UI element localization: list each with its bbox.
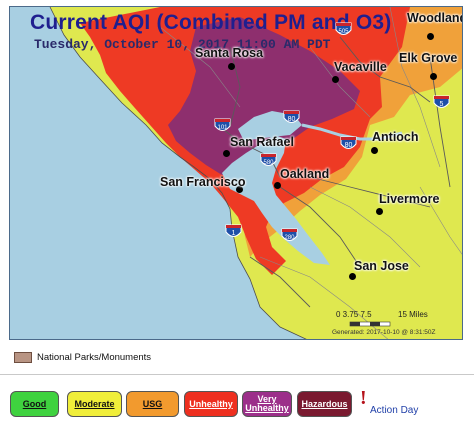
scale-ticks: 0 3.75 7.5	[336, 310, 372, 319]
aqi-legend-label: Moderate	[74, 398, 115, 409]
city-label-oakland: Oakland	[280, 167, 330, 181]
city-dot-livermore	[376, 208, 383, 215]
highway-label: 80	[288, 116, 296, 123]
city-dot-elk-grove	[430, 73, 437, 80]
highway-label: 5	[440, 101, 444, 108]
parks-legend: National Parks/Monuments	[14, 352, 151, 363]
interstate-80-east-icon: 80	[340, 136, 357, 149]
city-dot-woodland	[427, 33, 434, 40]
zone-very-unhealthy	[168, 17, 360, 175]
highway-label: 505	[338, 29, 349, 35]
city-label-san-rafael: San Rafael	[230, 135, 294, 149]
highway-label: 580	[263, 160, 274, 166]
divider	[0, 374, 474, 375]
aqi-legend-label: Good	[22, 398, 47, 409]
city-dot-antioch	[371, 147, 378, 154]
scale-bar	[349, 321, 391, 327]
scale-unit: 15 Miles	[398, 310, 428, 319]
interstate-5-icon: 5	[433, 95, 450, 108]
us-101-icon: 101	[214, 118, 231, 131]
action-day-link[interactable]: Action Day	[370, 405, 419, 416]
highway-label: 80	[345, 142, 353, 149]
map-subtitle: Tuesday, October 10, 2017 11:00 AM PDT	[34, 37, 331, 52]
city-dot-vacaville	[332, 76, 339, 83]
highway-label: 1	[232, 230, 236, 237]
interstate-280-icon: 280	[281, 228, 298, 241]
map-title: Current AQI (Combined PM and O3)	[30, 11, 392, 34]
aqi-legend-label: Very Unhealthy	[245, 394, 289, 413]
city-label-antioch: Antioch	[372, 130, 419, 144]
city-dot-san-jose	[349, 273, 356, 280]
aqi-legend-unhealthy[interactable]: Unhealthy	[184, 391, 238, 417]
interstate-80-icon: 80	[283, 110, 300, 123]
highway-label: 280	[284, 235, 295, 241]
aqi-legend-hazardous[interactable]: Hazardous	[297, 391, 352, 417]
city-label-vacaville: Vacaville	[334, 60, 387, 74]
interstate-580-icon: 580	[260, 153, 277, 166]
interstate-505-icon: 505	[335, 22, 352, 35]
parks-label: National Parks/Monuments	[37, 352, 152, 363]
generated-timestamp: Generated: 2017-10-10 @ 8:31:50Z	[332, 329, 436, 336]
aqi-map[interactable]: Current AQI (Combined PM and O3) Tuesday…	[9, 6, 463, 340]
aqi-legend-label: USG	[142, 398, 163, 409]
city-dot-oakland	[274, 182, 281, 189]
city-dot-san-rafael	[223, 150, 230, 157]
city-label-woodland: Woodland	[407, 11, 463, 25]
city-label-santa-rosa: Santa Rosa	[195, 46, 264, 60]
bay-water	[222, 135, 330, 265]
coastline	[49, 7, 307, 339]
action-day-icon: !	[360, 387, 367, 409]
aqi-legend-moderate[interactable]: Moderate	[67, 391, 122, 417]
aqi-legend-very-unhealthy[interactable]: Very Unhealthy	[242, 391, 292, 417]
city-label-livermore: Livermore	[379, 192, 440, 206]
interstate-1-icon: 1	[225, 224, 242, 237]
city-dot-santa-rosa	[228, 63, 235, 70]
highway-label: 101	[217, 125, 228, 131]
aqi-legend-label: Hazardous	[301, 398, 348, 409]
map-canvas	[10, 7, 462, 339]
city-dot-san-francisco	[236, 186, 243, 193]
city-label-elk-grove: Elk Grove	[399, 51, 458, 65]
aqi-legend-label: Unhealthy	[189, 398, 233, 409]
aqi-legend-usg[interactable]: USG	[126, 391, 179, 417]
roads	[219, 36, 451, 308]
city-label-san-francisco: San Francisco	[160, 175, 246, 189]
parks-swatch	[14, 352, 32, 363]
aqi-legend-good[interactable]: Good	[10, 391, 59, 417]
city-label-san-jose: San Jose	[354, 259, 409, 273]
